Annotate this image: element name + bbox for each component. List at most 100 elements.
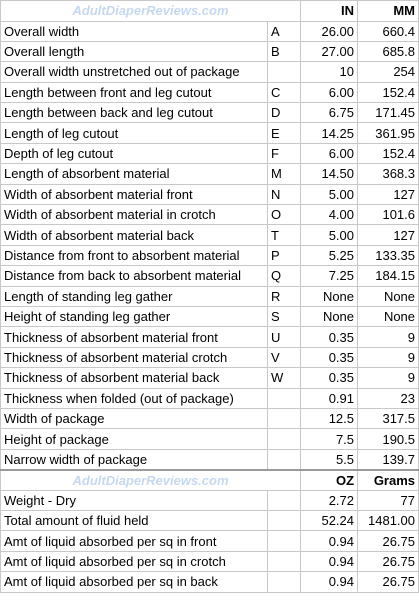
row-code: A <box>266 20 302 42</box>
table-row: Thickness of absorbent material crotch V 0… <box>0 346 419 369</box>
table-row: Amt of liquid absorbed per sq in back 0.9… <box>0 571 419 593</box>
row-value-1: 0.35 <box>300 346 359 369</box>
row-label: Overall width unstretched out of package <box>0 61 268 83</box>
row-label: Amt of liquid absorbed per sq in front <box>0 530 268 552</box>
row-code: C <box>266 81 302 104</box>
row-label: Amt of liquid absorbed per sq in back <box>0 571 268 593</box>
row-value-2: 139.7 <box>357 448 419 471</box>
table-row: Thickness of absorbent material front U 0.… <box>0 326 419 348</box>
row-value-2: 127 <box>357 224 419 246</box>
table-row: Width of package 12.5 317.5 <box>0 407 419 430</box>
table-row: Distance from front to absorbent materia… <box>0 244 419 267</box>
row-label: Length of standing leg gather <box>0 285 268 307</box>
row-value-1: 0.35 <box>300 326 359 348</box>
row-value-1: 14.50 <box>300 163 359 185</box>
row-value-1: 27.00 <box>300 40 359 63</box>
table-row: Width of absorbent material back T 5.00 127 <box>0 224 419 246</box>
row-label: Height of package <box>0 428 268 450</box>
row-value-1: 0.94 <box>300 571 359 593</box>
unit-oz-header: OZ <box>300 468 359 491</box>
row-code: V <box>266 346 302 369</box>
row-value-1: 6.00 <box>300 81 359 104</box>
table-row: Length between back and leg cutout D 6.75 1… <box>0 102 419 124</box>
row-value-2: 190.5 <box>357 428 419 450</box>
row-label: Depth of leg cutout <box>0 142 268 165</box>
unit-in-header: IN <box>300 0 359 22</box>
row-label: Width of absorbent material front <box>0 183 268 206</box>
row-value-1: 0.91 <box>300 387 359 409</box>
watermark-text: AdultDiaperReviews.com <box>0 468 302 491</box>
row-code: W <box>266 367 302 389</box>
row-value-2: 77 <box>357 489 419 511</box>
measurements-body: AdultDiaperReviews.com IN MM Overall wid… <box>0 0 419 593</box>
row-code <box>266 509 302 532</box>
table-row: Length of absorbent material M 14.50 368.3 <box>0 163 419 185</box>
row-value-2: 254 <box>357 61 419 83</box>
table-row: Length of leg cutout E 14.25 361.95 <box>0 122 419 144</box>
row-value-1: 6.75 <box>300 102 359 124</box>
row-value-2: 26.75 <box>357 550 419 573</box>
row-value-2: 171.45 <box>357 102 419 124</box>
table-row: Length of standing leg gather R None None <box>0 285 419 307</box>
row-value-1: 0.94 <box>300 550 359 573</box>
row-code <box>266 550 302 573</box>
table-row: Weight - Dry 2.72 77 <box>0 489 419 511</box>
measurements-table: AdultDiaperReviews.com IN MM Overall wid… <box>0 0 419 593</box>
row-code: O <box>266 204 302 226</box>
row-value-1: 14.25 <box>300 122 359 144</box>
row-label: Overall width <box>0 20 268 42</box>
table-row: Width of absorbent material front N 5.00 12… <box>0 183 419 206</box>
row-code <box>266 428 302 450</box>
row-value-1: 26.00 <box>300 20 359 42</box>
table-row: Distance from back to absorbent material… <box>0 265 419 287</box>
row-value-1: 5.00 <box>300 224 359 246</box>
table-row: Total amount of fluid held 52.24 1481.00 <box>0 509 419 532</box>
row-value-1: 5.5 <box>300 448 359 471</box>
header-row-weights: AdultDiaperReviews.com OZ Grams <box>0 468 419 491</box>
row-label: Length between back and leg cutout <box>0 102 268 124</box>
spec-sheet: AdultDiaperReviews.com IN MM Overall wid… <box>0 0 419 593</box>
row-label: Width of absorbent material in crotch <box>0 204 268 226</box>
row-value-2: 26.75 <box>357 530 419 552</box>
row-value-1: 0.94 <box>300 530 359 552</box>
table-row: Depth of leg cutout F 6.00 152.4 <box>0 142 419 165</box>
row-label: Thickness of absorbent material back <box>0 367 268 389</box>
row-value-2: 152.4 <box>357 81 419 104</box>
row-value-2: 368.3 <box>357 163 419 185</box>
row-value-2: None <box>357 305 419 328</box>
row-label: Height of standing leg gather <box>0 305 268 328</box>
row-value-2: None <box>357 285 419 307</box>
row-code: E <box>266 122 302 144</box>
row-code <box>266 407 302 430</box>
row-value-2: 9 <box>357 346 419 369</box>
row-value-1: 6.00 <box>300 142 359 165</box>
row-value-2: 133.35 <box>357 244 419 267</box>
row-value-2: 101.6 <box>357 204 419 226</box>
row-value-1: None <box>300 285 359 307</box>
row-value-2: 685.8 <box>357 40 419 63</box>
row-code: T <box>266 224 302 246</box>
row-value-1: 10 <box>300 61 359 83</box>
row-label: Thickness of absorbent material crotch <box>0 346 268 369</box>
row-code <box>266 61 302 83</box>
table-row: Overall width unstretched out of package… <box>0 61 419 83</box>
row-label: Thickness when folded (out of package) <box>0 387 268 409</box>
unit-grams-header: Grams <box>357 468 419 491</box>
row-code <box>266 387 302 409</box>
row-code <box>266 448 302 471</box>
table-row: Thickness of absorbent material back W 0.3… <box>0 367 419 389</box>
table-row: Height of standing leg gather S None None <box>0 305 419 328</box>
table-row: Amt of liquid absorbed per sq in crotch 0… <box>0 550 419 573</box>
row-label: Overall length <box>0 40 268 63</box>
row-value-2: 660.4 <box>357 20 419 42</box>
row-label: Width of absorbent material back <box>0 224 268 246</box>
row-value-2: 361.95 <box>357 122 419 144</box>
watermark-text: AdultDiaperReviews.com <box>0 0 302 22</box>
row-code: F <box>266 142 302 165</box>
row-value-2: 1481.00 <box>357 509 419 532</box>
row-label: Distance from back to absorbent material <box>0 265 268 287</box>
row-value-1: 12.5 <box>300 407 359 430</box>
table-row: Length between front and leg cutout C 6.00… <box>0 81 419 104</box>
row-label: Weight - Dry <box>0 489 268 511</box>
table-row: Narrow width of package 5.5 139.7 <box>0 448 419 471</box>
